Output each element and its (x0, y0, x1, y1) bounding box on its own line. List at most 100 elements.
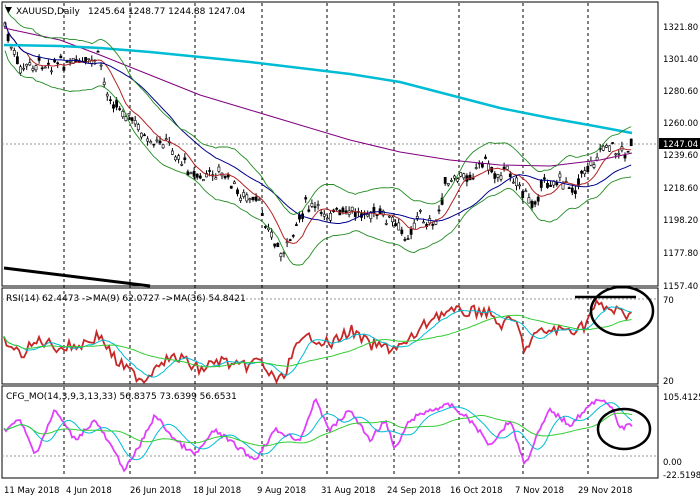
candle-body (19, 66, 22, 74)
candle-body (87, 58, 91, 60)
candle-body (164, 138, 168, 141)
candle-body (304, 197, 308, 200)
candle-body (412, 222, 416, 230)
symbol-label: XAUUSD,Daily (16, 7, 80, 17)
price-tick: 1301.40 (663, 55, 698, 65)
rsi-highlight-circle[interactable] (589, 285, 655, 337)
candle-body (56, 62, 60, 65)
date-label: 16 Oct 2018 (450, 486, 503, 496)
rsi-ma36-line (3, 314, 632, 368)
ma-slow-line (4, 22, 632, 224)
candle-body (267, 227, 270, 231)
candle-body (459, 172, 463, 177)
candle-body (43, 66, 47, 69)
candle-body (62, 66, 66, 71)
price-axis: 1321.80 1301.40 1280.60 1260.00 1247.04 … (659, 23, 700, 292)
candle-body (242, 192, 246, 197)
candle-body (409, 228, 413, 235)
candle-body (239, 197, 243, 201)
candle-body (15, 56, 19, 65)
candle-body (440, 197, 444, 205)
candle-body (226, 174, 230, 178)
candle-body (186, 171, 190, 176)
candle-body (484, 156, 487, 159)
candle-body (143, 134, 146, 137)
candle-body (515, 177, 518, 186)
candle-body (403, 239, 407, 241)
candle-body (406, 238, 410, 240)
candle-body (418, 210, 422, 212)
candle-body (431, 224, 435, 226)
candle-body (205, 173, 208, 178)
candle-body (316, 204, 320, 206)
collapse-triangle-icon[interactable] (5, 7, 12, 13)
candle-body (158, 140, 162, 144)
trend-line[interactable] (3, 266, 151, 288)
candle-body (493, 173, 497, 179)
date-axis: 11 May 2018 4 Jun 2018 26 Jun 2018 18 Ju… (4, 486, 632, 496)
price-tick: 1177.80 (663, 249, 698, 259)
candle-body (291, 235, 295, 237)
candle-body (236, 189, 239, 195)
candle-body (183, 157, 187, 160)
symbol-header: XAUUSD,Daily 1245.64 1248.77 1244.88 124… (5, 7, 246, 17)
candle-body (449, 179, 453, 182)
candle-body (263, 226, 267, 228)
candle-body (480, 163, 484, 168)
rsi-axis: 70 20 (663, 296, 674, 387)
rsi-tick: 20 (663, 377, 674, 387)
candle-body (542, 177, 546, 180)
ma-fast-line (4, 22, 632, 245)
candle-body (533, 201, 537, 205)
candle-body (251, 196, 255, 200)
candle-body (456, 178, 460, 182)
candle-body (592, 164, 596, 168)
candle-body (99, 64, 103, 67)
candle-body (152, 143, 156, 146)
cfg-main-line (3, 397, 633, 473)
date-label: 11 May 2018 (4, 486, 59, 496)
cfg-signal-line (3, 402, 633, 461)
candle-body (462, 173, 466, 179)
price-tick: 1260.00 (663, 119, 698, 129)
candle-body (84, 57, 88, 63)
candle-body (177, 155, 181, 160)
candle-body (9, 46, 13, 49)
price-tick: 1321.80 (663, 23, 698, 33)
candle-body (105, 93, 109, 97)
candle-body (604, 144, 608, 148)
candle-body (195, 173, 199, 178)
candle-body (546, 182, 549, 188)
candle-body (307, 209, 311, 212)
candle-body (319, 212, 323, 214)
candle-body (611, 142, 615, 144)
candle-body (608, 145, 611, 152)
candle-body (496, 174, 500, 178)
rsi-line (3, 298, 633, 385)
candle-body (524, 190, 528, 193)
current-price-badge (659, 138, 700, 149)
candle-body (276, 243, 280, 248)
candle-body (59, 55, 63, 59)
bollinger-lower (4, 50, 632, 266)
date-label: 26 Jun 2018 (130, 486, 181, 496)
candle-body (6, 34, 10, 42)
candle-body (171, 150, 174, 155)
candle-body (161, 144, 165, 149)
candle-body (530, 201, 534, 208)
candle-body (96, 51, 100, 53)
candle-body (344, 210, 348, 213)
candle-body (50, 70, 53, 73)
candle-body (595, 156, 599, 161)
candle-body (68, 61, 72, 63)
candle-body (294, 224, 298, 226)
candle-body (233, 181, 236, 184)
candle-body (118, 108, 122, 110)
candle-body (384, 223, 388, 225)
cfg-highlight-circle[interactable] (596, 407, 652, 451)
price-tick: 1239.60 (663, 151, 698, 161)
candle-body (629, 138, 633, 146)
candle-body (28, 62, 32, 66)
candle-body (623, 154, 627, 159)
